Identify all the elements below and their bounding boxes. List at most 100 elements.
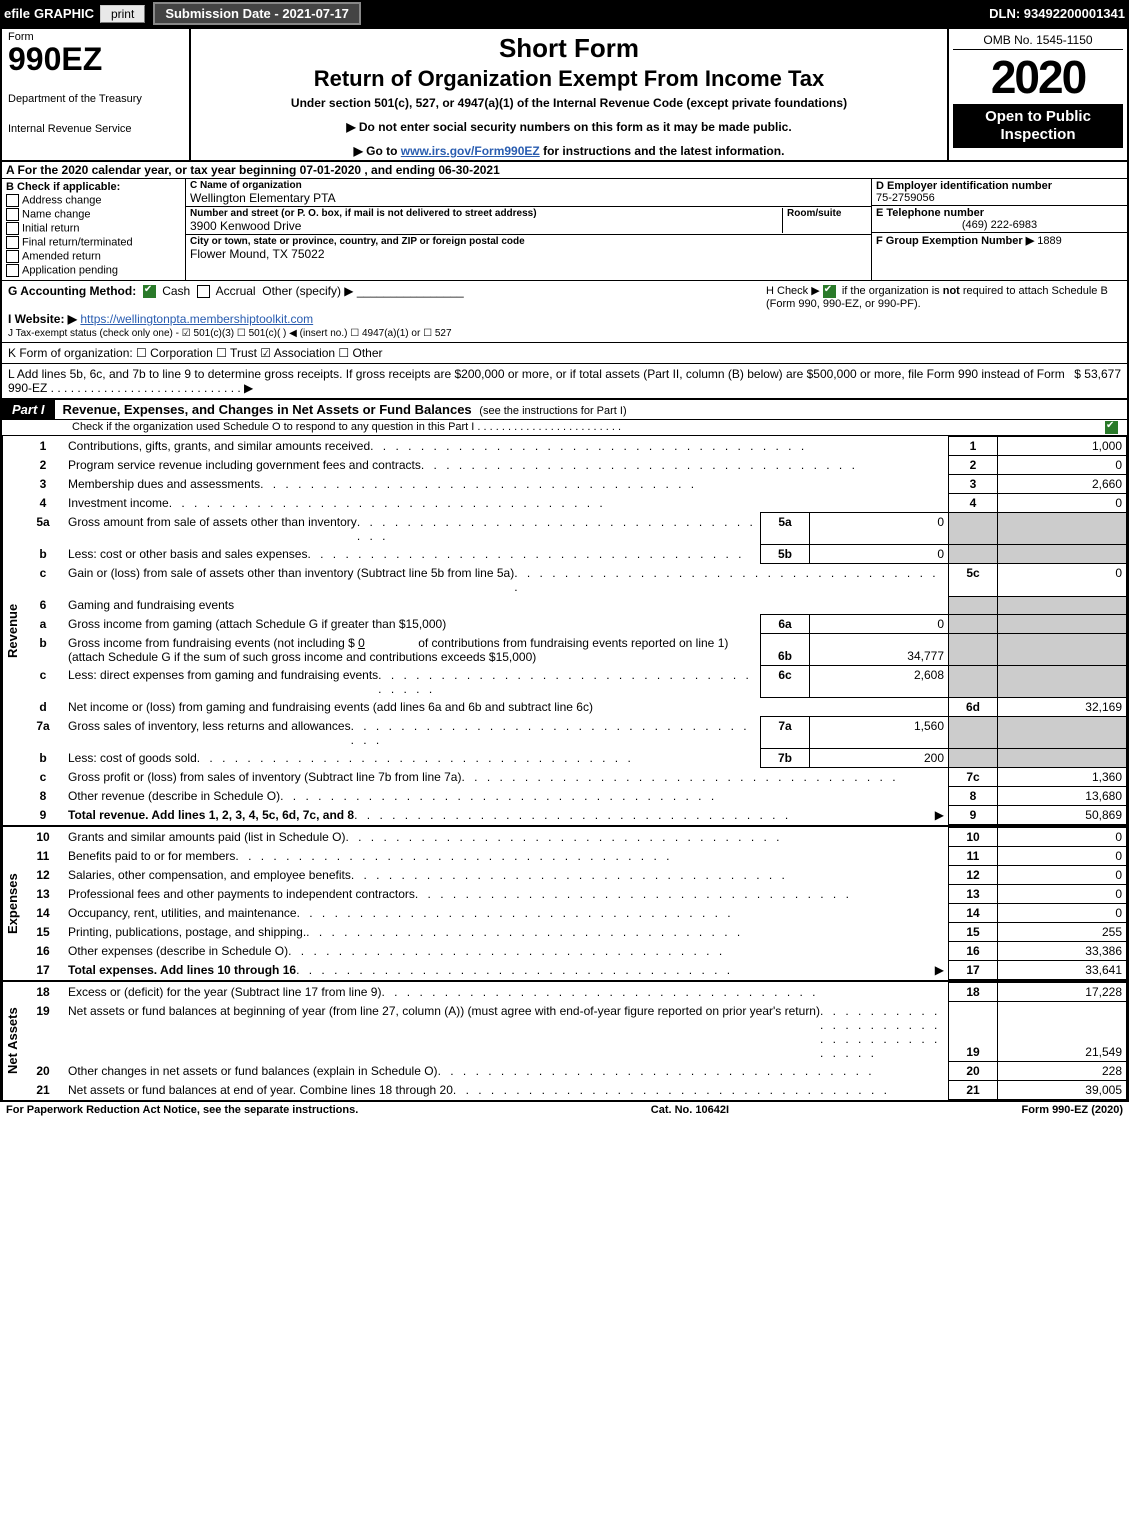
- footer-right: Form 990-EZ (2020): [1022, 1104, 1124, 1116]
- col-c: C Name of organization Wellington Elemen…: [186, 179, 872, 280]
- chk-final[interactable]: Final return/terminated: [6, 236, 181, 249]
- line-5a: 5a Gross amount from sale of assets othe…: [22, 513, 1127, 545]
- l-text: L Add lines 5b, 6c, and 7b to line 9 to …: [8, 367, 1074, 395]
- line-12: 12Salaries, other compensation, and empl…: [22, 866, 1127, 885]
- dept-treasury: Department of the Treasury: [8, 93, 183, 105]
- header-middle: Short Form Return of Organization Exempt…: [191, 29, 949, 160]
- city-label: City or town, state or province, country…: [190, 236, 867, 247]
- line-4: 4 Investment income. . . . . . . . . . .…: [22, 494, 1127, 513]
- efile-top-bar: efile GRAPHIC print Submission Date - 20…: [0, 0, 1129, 27]
- line-5c: c Gain or (loss) from sale of assets oth…: [22, 564, 1127, 597]
- website-link[interactable]: https://wellingtonpta.membershiptoolkit.…: [80, 312, 313, 326]
- line-5b: b Less: cost or other basis and sales ex…: [22, 545, 1127, 564]
- tax-year-row: A For the 2020 calendar year, or tax yea…: [2, 162, 1127, 179]
- line-17: 17Total expenses. Add lines 10 through 1…: [22, 961, 1127, 980]
- l-row: L Add lines 5b, 6c, and 7b to line 9 to …: [2, 364, 1127, 399]
- line-20: 20Other changes in net assets or fund ba…: [22, 1062, 1127, 1081]
- line-1: 1 Contributions, gifts, grants, and simi…: [22, 437, 1127, 456]
- goto-post: for instructions and the latest informat…: [540, 144, 785, 158]
- netassets-table: 18Excess or (deficit) for the year (Subt…: [22, 982, 1127, 1100]
- part1-schedule-o-checkbox[interactable]: [1105, 421, 1118, 434]
- part1-check-text: Check if the organization used Schedule …: [72, 421, 1105, 434]
- irs-link[interactable]: www.irs.gov/Form990EZ: [401, 144, 540, 158]
- ein-label: D Employer identification number: [876, 180, 1123, 192]
- tel-label: E Telephone number: [876, 207, 1123, 219]
- submission-date: Submission Date - 2021-07-17: [153, 2, 361, 25]
- header-left: Form 990EZ Department of the Treasury In…: [2, 29, 191, 160]
- line-6a: a Gross income from gaming (attach Sched…: [22, 615, 1127, 634]
- open-inspection: Open to Public Inspection: [953, 104, 1123, 148]
- ssn-warning: ▶ Do not enter social security numbers o…: [199, 120, 939, 134]
- accrual-checkbox[interactable]: [197, 285, 210, 298]
- expenses-table: 10Grants and similar amounts paid (list …: [22, 827, 1127, 980]
- line-16: 16Other expenses (describe in Schedule O…: [22, 942, 1127, 961]
- footer-mid: Cat. No. 10642I: [651, 1104, 729, 1116]
- line-7a: 7a Gross sales of inventory, less return…: [22, 717, 1127, 749]
- line-6c: c Less: direct expenses from gaming and …: [22, 666, 1127, 698]
- line-8: 8 Other revenue (describe in Schedule O)…: [22, 787, 1127, 806]
- org-name: Wellington Elementary PTA: [190, 191, 867, 205]
- line-6b: b Gross income from fundraising events (…: [22, 634, 1127, 666]
- h-text3: (Form 990, 990-EZ, or 990-PF).: [766, 298, 921, 310]
- line-3: 3 Membership dues and assessments. . . .…: [22, 475, 1127, 494]
- col-b: B Check if applicable: Address change Na…: [2, 179, 186, 280]
- grp-label: F Group Exemption Number ▶: [876, 235, 1034, 247]
- goto-pre: ▶ Go to: [354, 144, 401, 158]
- line-7b: b Less: cost of goods sold. . . . . . . …: [22, 749, 1127, 768]
- addr-value: 3900 Kenwood Drive: [190, 219, 778, 233]
- cash-checkbox[interactable]: [143, 285, 156, 298]
- print-button[interactable]: print: [100, 5, 145, 23]
- h-text2: if the organization is not required to a…: [842, 285, 1108, 297]
- goto-link-row: ▶ Go to www.irs.gov/Form990EZ for instru…: [199, 144, 939, 158]
- org-name-label: C Name of organization: [190, 180, 867, 191]
- grp-value: 1889: [1037, 235, 1061, 247]
- form-header: Form 990EZ Department of the Treasury In…: [2, 29, 1127, 162]
- efile-label: efile: [4, 6, 30, 21]
- line-18: 18Excess or (deficit) for the year (Subt…: [22, 983, 1127, 1002]
- line-15: 15Printing, publications, postage, and s…: [22, 923, 1127, 942]
- footer-left: For Paperwork Reduction Act Notice, see …: [6, 1104, 358, 1116]
- ein-value: 75-2759056: [876, 192, 1123, 204]
- line-6d: d Net income or (loss) from gaming and f…: [22, 698, 1127, 717]
- part1-header: Part I Revenue, Expenses, and Changes in…: [2, 399, 1127, 420]
- return-title: Return of Organization Exempt From Incom…: [199, 66, 939, 92]
- header-right: OMB No. 1545-1150 2020 Open to Public In…: [949, 29, 1127, 160]
- tax-year: 2020: [953, 54, 1123, 100]
- chk-address[interactable]: Address change: [6, 194, 181, 207]
- j-row: J Tax-exempt status (check only one) - ☑…: [8, 328, 754, 339]
- col-d: D Employer identification number 75-2759…: [872, 179, 1127, 280]
- k-row: K Form of organization: ☐ Corporation ☐ …: [2, 343, 1127, 364]
- i-label: I Website: ▶: [8, 312, 77, 326]
- chk-name[interactable]: Name change: [6, 208, 181, 221]
- form-container: Form 990EZ Department of the Treasury In…: [0, 27, 1129, 1102]
- dept-irs: Internal Revenue Service: [8, 123, 183, 135]
- line-6: 6 Gaming and fundraising events: [22, 596, 1127, 615]
- netassets-label: Net Assets: [2, 982, 22, 1100]
- l-amount: $ 53,677: [1074, 367, 1121, 395]
- chk-initial[interactable]: Initial return: [6, 222, 181, 235]
- h-text1: H Check ▶: [766, 285, 820, 297]
- form-number: 990EZ: [8, 43, 183, 75]
- line-14: 14Occupancy, rent, utilities, and mainte…: [22, 904, 1127, 923]
- g-label: G Accounting Method:: [8, 284, 136, 298]
- col-b-title: B Check if applicable:: [6, 181, 181, 193]
- part1-tag: Part I: [2, 400, 55, 419]
- graphic-label: GRAPHIC: [34, 6, 94, 21]
- short-form-title: Short Form: [199, 33, 939, 64]
- chk-amended[interactable]: Amended return: [6, 250, 181, 263]
- h-col: H Check ▶ if the organization is not req…: [760, 281, 1127, 342]
- room-label: Room/suite: [787, 208, 867, 219]
- line-7c: c Gross profit or (loss) from sales of i…: [22, 768, 1127, 787]
- line-9: 9 Total revenue. Add lines 1, 2, 3, 4, 5…: [22, 806, 1127, 825]
- h-checkbox[interactable]: [823, 285, 836, 298]
- line-10: 10Grants and similar amounts paid (list …: [22, 828, 1127, 847]
- line-13: 13Professional fees and other payments t…: [22, 885, 1127, 904]
- city-value: Flower Mound, TX 75022: [190, 247, 867, 261]
- tel-value: (469) 222-6983: [876, 219, 1123, 231]
- g-h-row: G Accounting Method: Cash Accrual Other …: [2, 281, 1127, 343]
- chk-pending[interactable]: Application pending: [6, 264, 181, 277]
- revenue-table: 1 Contributions, gifts, grants, and simi…: [22, 436, 1127, 825]
- info-block: B Check if applicable: Address change Na…: [2, 179, 1127, 281]
- dln-value: DLN: 93492200001341: [989, 6, 1125, 21]
- part1-title: Revenue, Expenses, and Changes in Net As…: [55, 402, 627, 417]
